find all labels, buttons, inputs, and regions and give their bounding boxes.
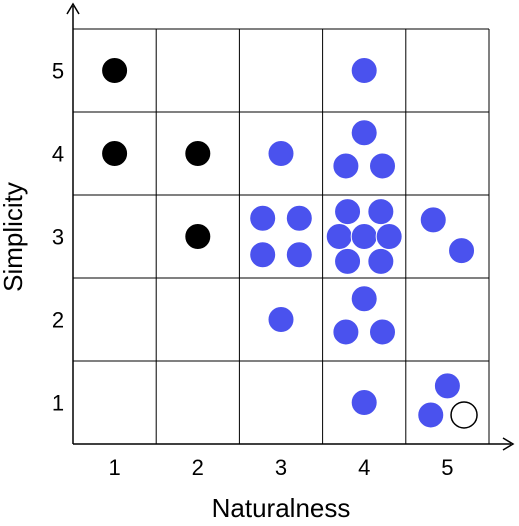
data-point-blue bbox=[375, 223, 403, 250]
x-axis-title: Naturalness bbox=[212, 493, 351, 523]
x-axis-arrow bbox=[502, 437, 515, 451]
data-point-hollow bbox=[450, 401, 478, 429]
x-tick-label: 4 bbox=[358, 455, 370, 480]
data-point-blue bbox=[350, 285, 378, 313]
data-point-blue bbox=[367, 198, 395, 226]
data-point-blue bbox=[332, 318, 360, 346]
x-tick-labels: 1 2 3 4 5 bbox=[108, 455, 453, 480]
data-point-black bbox=[184, 223, 212, 250]
y-axis-title: Simplicity bbox=[0, 182, 28, 292]
y-tick-label: 4 bbox=[52, 142, 64, 167]
y-axis-arrow bbox=[66, 2, 80, 15]
data-point-blue bbox=[350, 57, 378, 84]
y-tick-labels: 1 2 3 4 5 bbox=[52, 59, 64, 416]
x-tick-label: 3 bbox=[275, 455, 287, 480]
x-tick-label: 5 bbox=[441, 455, 453, 480]
y-tick-label: 3 bbox=[52, 225, 64, 250]
y-tick-label: 1 bbox=[52, 391, 64, 416]
data-point-blue bbox=[369, 152, 397, 180]
data-point-blue bbox=[334, 198, 362, 226]
data-point-blue bbox=[332, 152, 360, 180]
data-point-blue bbox=[285, 204, 313, 232]
y-tick-label: 2 bbox=[52, 308, 64, 333]
data-point-blue bbox=[325, 223, 353, 250]
grid bbox=[72, 28, 490, 445]
x-tick-label: 2 bbox=[192, 455, 204, 480]
y-tick-label: 5 bbox=[52, 59, 64, 84]
data-point-blue bbox=[249, 241, 277, 269]
data-point-blue bbox=[267, 140, 295, 167]
data-point-blue bbox=[350, 389, 378, 416]
data-point-blue bbox=[419, 206, 447, 234]
data-point-blue bbox=[369, 318, 397, 346]
data-point-blue bbox=[448, 237, 476, 265]
data-point-blue bbox=[267, 306, 295, 333]
data-point-black bbox=[184, 140, 212, 167]
data-point-blue bbox=[417, 401, 445, 429]
data-point-blue bbox=[249, 204, 277, 232]
data-point-blue bbox=[334, 247, 362, 275]
data-points bbox=[101, 57, 478, 429]
data-point-black bbox=[101, 140, 129, 167]
axes bbox=[66, 2, 515, 451]
data-point-blue bbox=[367, 247, 395, 275]
data-point-blue bbox=[350, 223, 378, 250]
data-point-blue bbox=[433, 372, 461, 400]
data-point-blue bbox=[350, 119, 378, 147]
data-point-blue bbox=[285, 241, 313, 269]
x-tick-label: 1 bbox=[108, 455, 120, 480]
data-point-black bbox=[101, 57, 129, 84]
